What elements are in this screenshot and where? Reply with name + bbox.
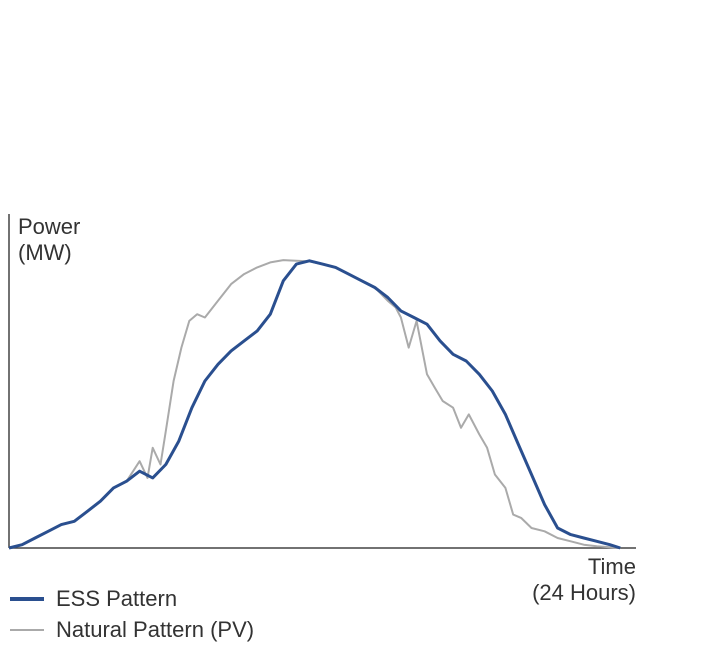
legend-label-pv: Natural Pattern (PV)	[56, 617, 255, 642]
legend-swatch-pv	[10, 629, 44, 631]
series-line-ess	[8, 259, 621, 550]
series-line-pv	[8, 259, 621, 549]
legend-item-pv: Natural Pattern (PV)	[10, 617, 254, 643]
x-axis-label-line2: (24 Hours)	[532, 580, 636, 605]
legend-item-ess: ESS Pattern	[10, 586, 177, 612]
legend-label-ess: ESS Pattern	[56, 586, 178, 611]
legend-swatch-ess	[10, 597, 44, 601]
x-axis-label-line1: Time	[587, 554, 636, 579]
y-axis-label-line1: Power	[18, 214, 81, 239]
x-axis-label: Time (24 Hours)	[532, 554, 636, 606]
series-layer	[8, 259, 621, 550]
y-axis-label: Power (MW)	[18, 214, 80, 266]
y-axis-label-line2: (MW)	[18, 240, 72, 265]
